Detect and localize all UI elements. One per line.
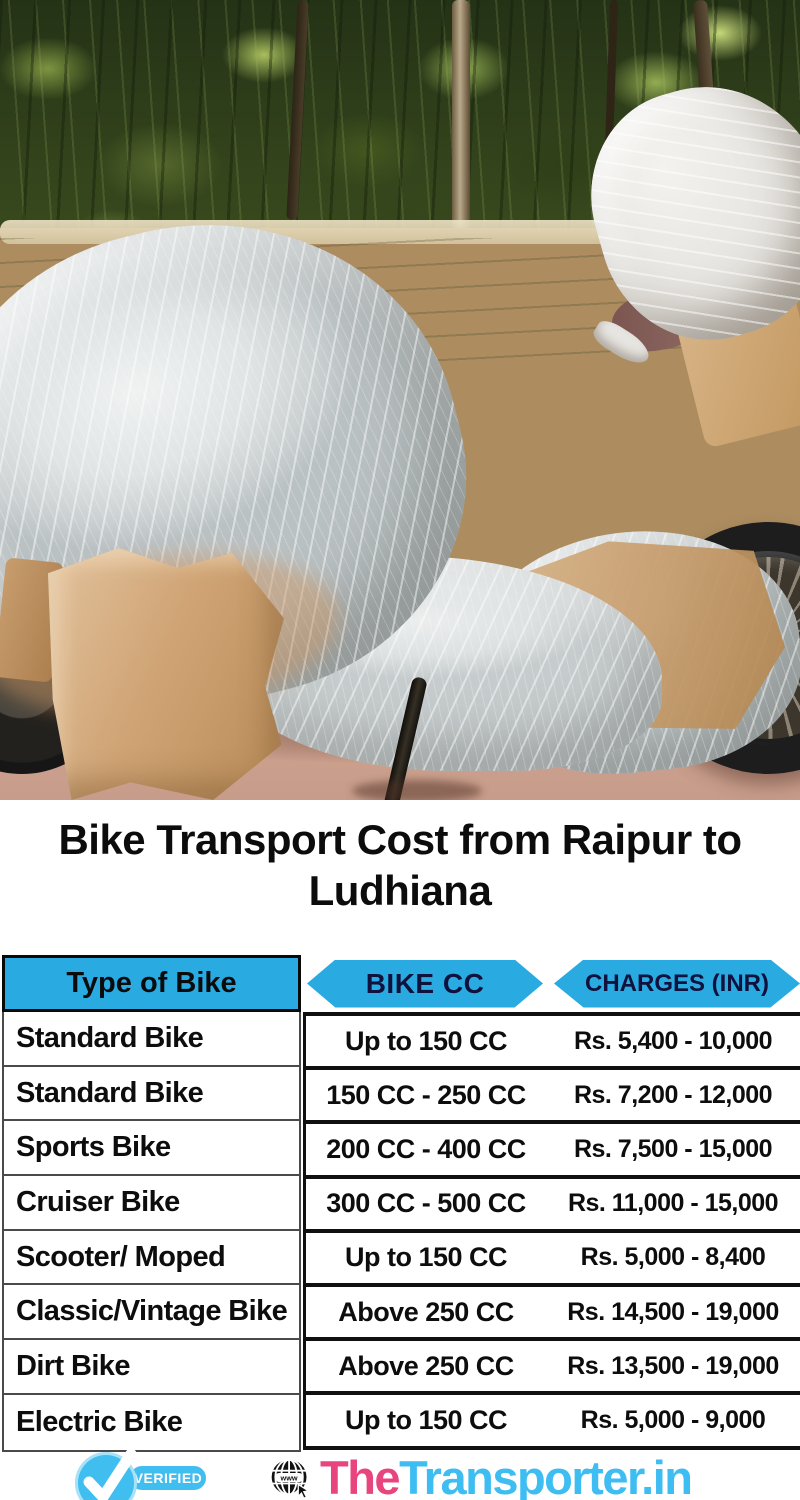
- row-charges: Rs. 5,000 - 9,000: [580, 1405, 766, 1434]
- row-charges: Rs. 7,200 - 12,000: [573, 1080, 773, 1109]
- row-cc: Above 250 CC: [338, 1350, 514, 1381]
- photo-kickstand-shadow: [352, 780, 482, 800]
- table-row-type: Electric Bike: [4, 1394, 299, 1450]
- table-row: Up to 150 CC Rs. 5,400 - 10,000: [306, 1016, 800, 1071]
- row-cc: Above 250 CC: [338, 1296, 514, 1327]
- table-row: 150 CC - 250 CC Rs. 7,200 - 12,000: [306, 1070, 800, 1125]
- right-headers: BIKE CC CHARGES (INR): [303, 955, 800, 1012]
- row-charges: Rs. 5,000 - 8,400: [580, 1243, 766, 1272]
- info-section: Bike Transport Cost from Raipur to Ludhi…: [0, 800, 800, 1500]
- row-charges: Rs. 13,500 - 19,000: [567, 1351, 779, 1380]
- cost-table: Type of Bike Standard Bike Standard Bike…: [0, 955, 800, 1452]
- charges-header: CHARGES (INR): [554, 959, 800, 1008]
- table-row-type: Dirt Bike: [4, 1340, 299, 1395]
- row-cc: Up to 150 CC: [344, 1404, 508, 1435]
- table-row: Above 250 CC Rs. 14,500 - 19,000: [306, 1286, 800, 1342]
- brand-transporter: Transporter.in: [399, 1451, 693, 1500]
- brand-the: The: [320, 1451, 401, 1500]
- type-column: Type of Bike Standard Bike Standard Bike…: [2, 955, 301, 1452]
- bike-cc-header: BIKE CC: [307, 959, 543, 1008]
- row-cc: 200 CC - 400 CC: [326, 1133, 526, 1164]
- row-charges: Rs. 14,500 - 19,000: [567, 1297, 779, 1326]
- page-title: Bike Transport Cost from Raipur to Ludhi…: [58, 816, 742, 915]
- table-row: 200 CC - 400 CC Rs. 7,500 - 15,000: [306, 1124, 800, 1179]
- row-cc: Up to 150 CC: [344, 1025, 508, 1056]
- globe-www-label: www: [280, 1473, 298, 1482]
- table-row-type: Standard Bike: [4, 1066, 299, 1122]
- row-charges: Rs. 11,000 - 15,000: [567, 1189, 779, 1218]
- cc-charges-columns: BIKE CC CHARGES (INR) Up to 150 CC Rs. 5…: [303, 955, 800, 1450]
- verified-label: VERIFIED: [127, 1463, 209, 1493]
- table-row: Up to 150 CC Rs. 5,000 - 9,000: [306, 1395, 800, 1450]
- table-row-type: Sports Bike: [4, 1121, 299, 1177]
- table-row-type: Standard Bike: [4, 1012, 299, 1067]
- table-row-type: Classic/Vintage Bike: [4, 1285, 299, 1341]
- table-row: Up to 150 CC Rs. 5,000 - 8,400: [306, 1232, 800, 1287]
- photo-tree-trunk: [452, 0, 470, 250]
- right-rows: Up to 150 CC Rs. 5,400 - 10,000 150 CC -…: [303, 1012, 800, 1450]
- row-cc: 300 CC - 500 CC: [326, 1188, 526, 1219]
- globe-www-icon: www: [271, 1458, 311, 1499]
- row-charges: Rs. 5,400 - 10,000: [573, 1026, 773, 1055]
- table-row-type: Cruiser Bike: [4, 1176, 299, 1231]
- table-row: 300 CC - 500 CC Rs. 11,000 - 15,000: [306, 1178, 800, 1233]
- photo-cardboard-torn: [48, 548, 284, 800]
- table-row: Above 250 CC Rs. 13,500 - 19,000: [306, 1341, 800, 1396]
- table-row-type: Scooter/ Moped: [4, 1230, 299, 1286]
- type-column-rows: Standard Bike Standard Bike Sports Bike …: [2, 1012, 301, 1452]
- row-charges: Rs. 7,500 - 15,000: [573, 1134, 773, 1163]
- brand-logo: TheTransporter.in: [320, 1450, 798, 1500]
- verified-badge: VERIFIED: [75, 1448, 209, 1500]
- footer: VERIFIED www: [0, 1448, 800, 1500]
- photo-wrapped-motorcycle: [0, 0, 800, 800]
- type-column-header: Type of Bike: [2, 955, 301, 1012]
- row-cc: Up to 150 CC: [344, 1242, 508, 1273]
- row-cc: 150 CC - 250 CC: [326, 1079, 526, 1110]
- checkmark-icon: [83, 1448, 137, 1500]
